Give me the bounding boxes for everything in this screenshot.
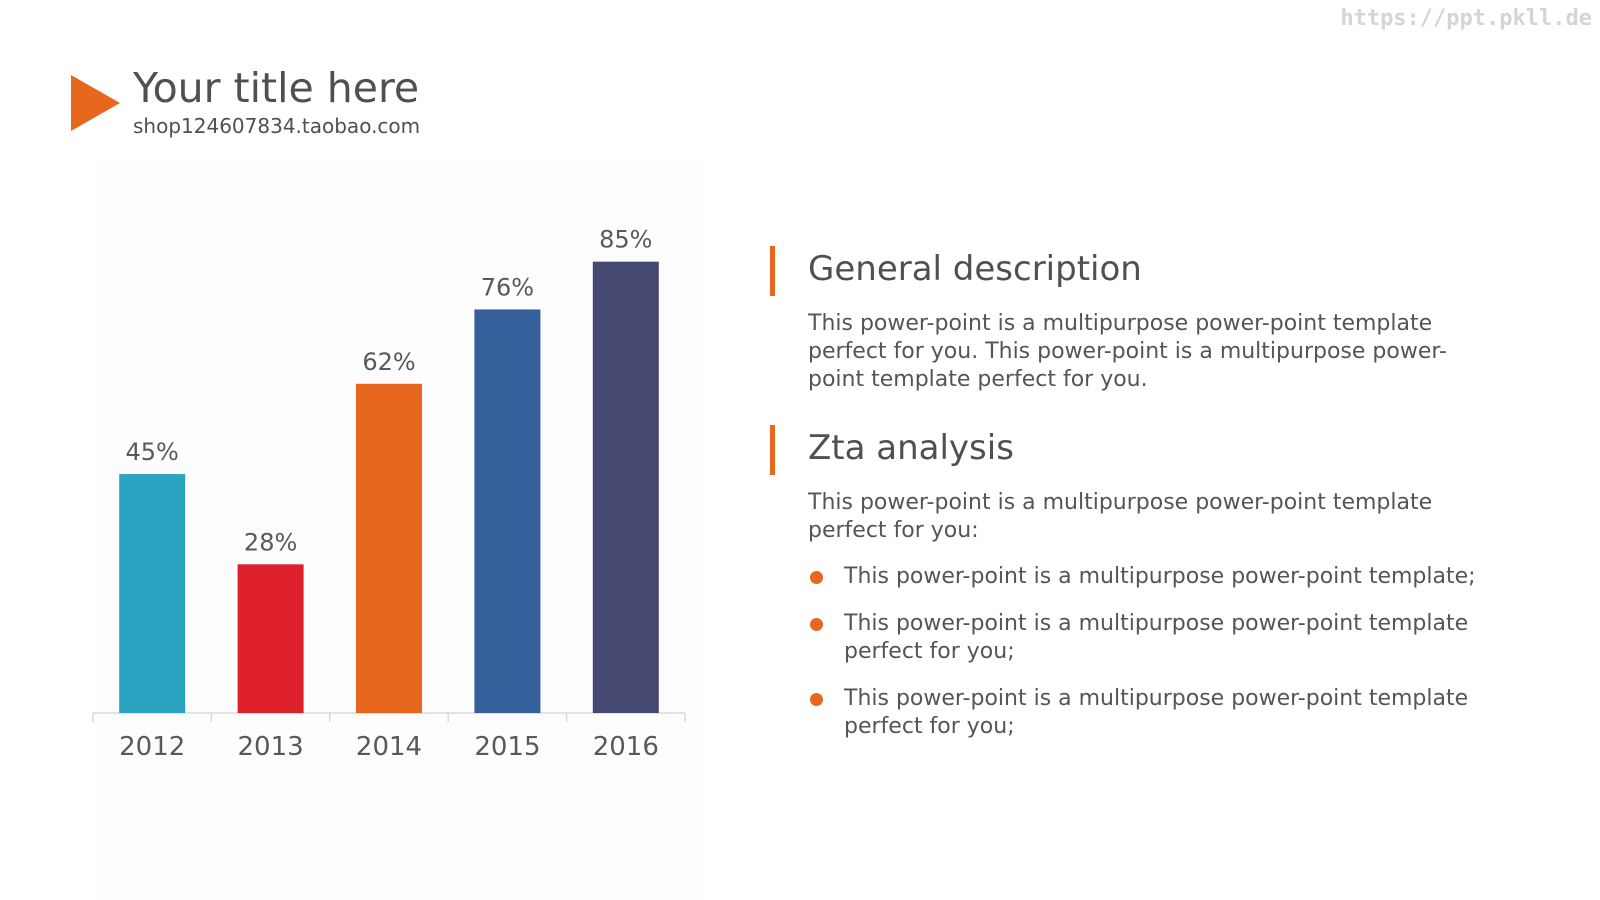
- list-item-text: This power-point is a multipurpose power…: [844, 564, 1476, 589]
- section-accent-bar: [770, 425, 775, 475]
- bar-2014: [356, 383, 422, 713]
- data-label-2012: 45%: [126, 438, 179, 466]
- data-label-2016: 85%: [599, 226, 652, 254]
- play-triangle-icon: [71, 75, 120, 131]
- x-tick-label-2013: 2013: [238, 732, 304, 762]
- list-item: This power-point is a multipurpose power…: [808, 610, 1548, 666]
- page-title: Your title here: [133, 64, 420, 112]
- list-item: This power-point is a multipurpose power…: [808, 563, 1548, 591]
- bullet-list: This power-point is a multipurpose power…: [808, 563, 1548, 741]
- bar-2016: [592, 261, 659, 713]
- section-accent-bar: [770, 246, 775, 296]
- bar-2015: [474, 309, 541, 713]
- x-tick-label-2015: 2015: [474, 732, 540, 762]
- bullet-dot-icon: [810, 571, 823, 584]
- data-label-2013: 28%: [244, 528, 297, 556]
- page-subtitle: shop124607834.taobao.com: [133, 114, 421, 138]
- x-tick-label-2012: 2012: [119, 732, 185, 762]
- section-paragraph: This power-point is a multipurpose power…: [808, 490, 1433, 543]
- x-tick-label-2014: 2014: [356, 732, 422, 762]
- list-item-text: This power-point is a multipurpose power…: [844, 611, 1469, 664]
- bullet-dot-icon: [810, 693, 823, 706]
- list-item-text: This power-point is a multipurpose power…: [844, 686, 1469, 739]
- section-heading: Zta analysis: [808, 428, 1014, 468]
- data-label-2014: 62%: [362, 348, 415, 376]
- section-heading: General description: [808, 249, 1142, 289]
- section-paragraph: This power-point is a multipurpose power…: [808, 311, 1447, 392]
- bullet-dot-icon: [810, 618, 823, 631]
- bar-2012: [119, 474, 186, 713]
- list-item: This power-point is a multipurpose power…: [808, 685, 1548, 741]
- watermark: https://ppt.pkll.de: [1340, 6, 1592, 31]
- bar-2013: [237, 564, 304, 713]
- data-label-2015: 76%: [481, 273, 534, 301]
- x-tick-label-2016: 2016: [593, 732, 659, 762]
